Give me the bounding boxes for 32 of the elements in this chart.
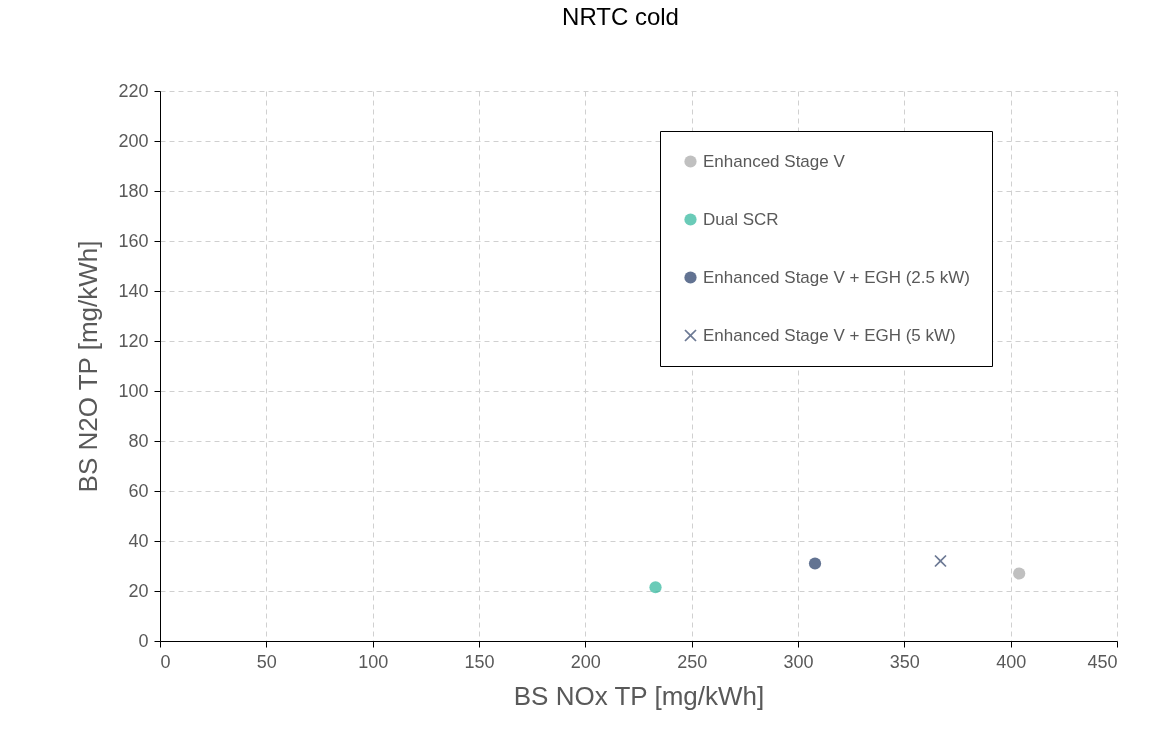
point [649,581,662,594]
y-tick-label: 180 [118,180,149,201]
y-tick-label: 140 [118,280,149,301]
x-tick-label: 350 [889,651,920,672]
x-tick-label: 450 [1087,651,1118,672]
x-tick-label: 300 [783,651,814,672]
x-tick-label: 50 [256,651,277,672]
point [808,557,822,570]
y-tick-label: 120 [118,330,149,351]
x-tick-label: 250 [677,651,708,672]
x-axis-title: BS NOx TP [mg/kWh] [513,680,765,711]
y-tick-label: 60 [128,480,149,501]
y-tick-label: 200 [118,130,149,151]
x-tick-label: 100 [358,651,389,672]
y-tick-label: 80 [128,430,149,451]
x-tick-label: 0 [160,651,171,672]
chart-title: NRTC cold [562,3,679,30]
y-tick-label: 220 [118,80,149,101]
y-tick-label: 20 [128,580,149,601]
y-tick-label: 100 [118,380,149,401]
x-tick-label: 400 [996,651,1027,672]
legend-label: Dual SCR [703,209,779,229]
x-tick-label: 200 [570,651,601,672]
y-tick-label: 0 [138,630,149,651]
x-tick-label: 150 [464,651,495,672]
y-tick-label: 160 [118,230,149,251]
y-axis-title: BS N2O TP [mg/kWh] [73,240,104,493]
legend-label: Enhanced Stage V + EGH (2.5 kW) [703,267,970,287]
y-tick-label: 40 [128,530,149,551]
point [1013,567,1026,580]
legend-label: Enhanced Stage V [703,151,846,171]
legend-label: Enhanced Stage V + EGH (5 kW) [703,325,956,345]
